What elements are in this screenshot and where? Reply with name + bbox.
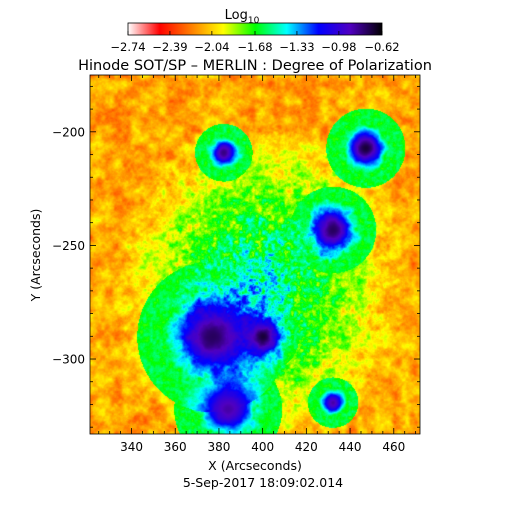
colorbar-tick-label: −2.39 (152, 40, 187, 54)
y-tick-label: −300 (52, 353, 85, 367)
x-axis-label: X (Arcseconds) (208, 458, 302, 473)
y-tick-label: −200 (52, 125, 85, 139)
y-axis-label: Y (Arcseconds) (28, 209, 43, 303)
colorbar-title-subscript: 10 (248, 16, 260, 26)
colorbar-title: Log10 (225, 8, 260, 26)
x-tick-label: 440 (339, 440, 362, 454)
axes: 340 360 380 400 420 440 460 −200 −250 −300 (52, 75, 420, 454)
polarization-heatmap (90, 75, 420, 434)
x-tick-label: 360 (164, 440, 187, 454)
x-tick-label: 460 (382, 440, 405, 454)
chart-title: Hinode SOT/SP – MERLIN : Degree of Polar… (78, 58, 432, 74)
x-tick-label: 400 (251, 440, 274, 454)
colorbar-tick-label: −2.74 (110, 40, 145, 54)
colorbar-ticks: −2.74 −2.39 −2.04 −1.68 −1.33 −0.98 −0.62 (110, 31, 400, 54)
x-tick-label: 420 (295, 440, 318, 454)
colorbar-title-base: Log (225, 8, 248, 23)
colorbar-tick-label: −0.62 (364, 40, 399, 54)
colorbar-tick-label: −0.98 (321, 40, 356, 54)
colorbar-tick-label: −1.33 (279, 40, 314, 54)
y-tick-label: −250 (52, 239, 85, 253)
x-tick-label: 340 (120, 440, 143, 454)
timestamp: 5-Sep-2017 18:09:02.014 (183, 475, 343, 490)
plot-frame (89, 74, 421, 435)
x-tick-label: 380 (207, 440, 230, 454)
colorbar-tick-label: −2.04 (194, 40, 229, 54)
colorbar-tick-label: −1.68 (237, 40, 272, 54)
